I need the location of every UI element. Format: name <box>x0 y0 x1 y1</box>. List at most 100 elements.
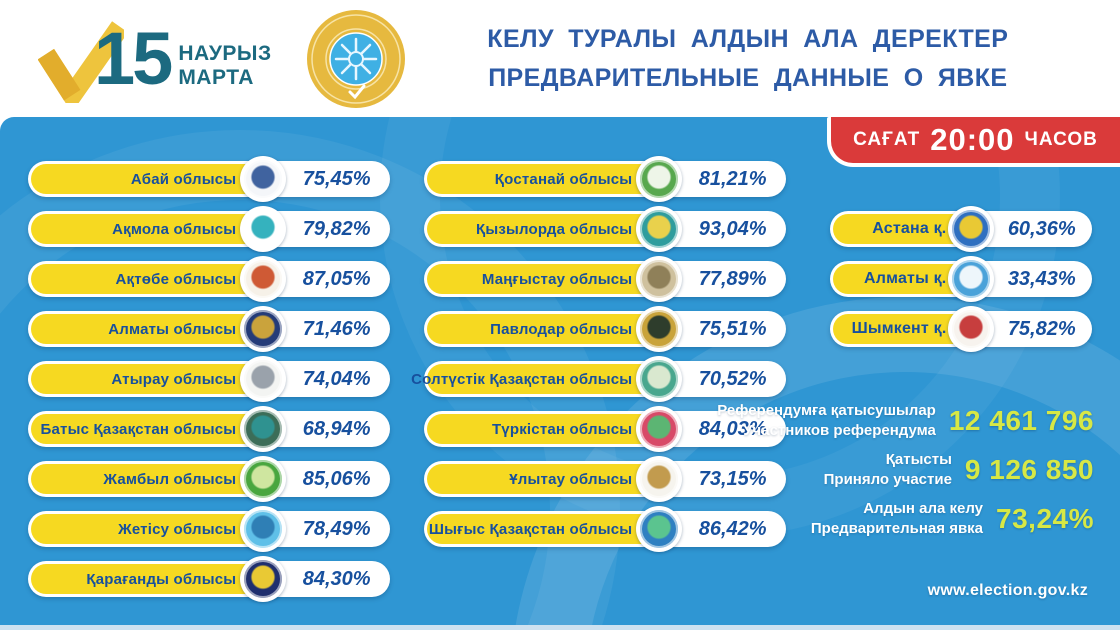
region-name-plate: Астана қ. <box>833 214 972 244</box>
column-cities: Астана қ. 60,36% Алматы қ. 33,43% Шымкент қ.… <box>830 206 1092 361</box>
turnout-panel: САҒАТ 20:00 ЧАСОВ Абай облысы 75,45% Ақмол… <box>0 117 1120 630</box>
stat-label-kk: Қатысты <box>885 451 952 468</box>
region-emblem-icon <box>240 206 287 252</box>
region-emblem-core <box>244 410 283 448</box>
region-name-label: Солтүстік Қазақстан облысы <box>411 370 633 388</box>
bottom-edge-strip <box>0 625 1120 630</box>
region-emblem-core <box>640 410 679 448</box>
stat-took-part-label: Қатысты Приняло участие <box>824 450 952 489</box>
region-name-label: Шығыс Қазақстан облысы <box>428 520 633 538</box>
stat-label-kk: Алдын ала келу <box>863 500 984 517</box>
turnout-percentage: 75,82% <box>1007 317 1076 340</box>
turnout-percentage: 78,49% <box>302 517 371 540</box>
stat-label-kk: Референдумға қатысушылар <box>717 402 936 419</box>
region-name-label: Қызылорда облысы <box>476 220 633 238</box>
region-emblem-core <box>640 260 679 298</box>
region-emblem-icon <box>240 306 287 352</box>
time-badge-time: 20:00 <box>930 122 1015 157</box>
region-name-plate: Шымкент қ. <box>833 314 972 344</box>
turnout-percentage: 87,05% <box>302 267 371 290</box>
region-emblem-icon <box>948 306 995 352</box>
column-regions-1: Абай облысы 75,45% Ақмола облысы 79,82% Ақтө… <box>28 156 390 611</box>
region-emblem-core <box>244 560 283 598</box>
region-emblem-icon <box>240 156 287 202</box>
turnout-percentage: 60,36% <box>1007 217 1076 240</box>
region-emblem-core <box>244 360 283 398</box>
region-name-label: Ұлытау облысы <box>509 470 633 488</box>
region-emblem-icon <box>240 556 287 602</box>
stat-preliminary-turnout-label: Алдын ала келу Предварительная явка <box>811 499 983 538</box>
turnout-row: Ұлытау облысы 73,15% <box>424 456 786 502</box>
region-name-label: Алматы облысы <box>108 320 237 338</box>
logo-month-text: НАУРЫЗ МАРТА <box>178 42 271 89</box>
logo-month-kk: НАУРЫЗ <box>178 41 272 65</box>
stat-took-part: Қатысты Приняло участие 9 126 850 <box>674 450 1094 489</box>
turnout-percentage: 81,21% <box>698 167 767 190</box>
turnout-row: Түркістан облысы 84,03% <box>424 406 786 452</box>
time-badge-prefix: САҒАТ <box>853 129 921 150</box>
turnout-percentage: 93,04% <box>698 217 767 240</box>
turnout-row: Атырау облысы 74,04% <box>28 356 390 402</box>
stat-took-part-value: 9 126 850 <box>964 453 1094 485</box>
region-emblem-core <box>244 310 283 348</box>
region-name-label: Атырау облысы <box>111 370 237 388</box>
region-name-plate: Батыс Қазақстан облысы <box>31 414 264 444</box>
turnout-row: Абай облысы 75,45% <box>28 156 390 202</box>
stat-participants: Референдумға қатысушылар Участников рефе… <box>674 401 1094 440</box>
stat-participants-value: 12 461 796 <box>948 404 1094 436</box>
region-name-plate: Абай облысы <box>31 164 264 194</box>
date-logo: 15 НАУРЫЗ МАРТА <box>38 15 272 103</box>
time-badge: САҒАТ 20:00 ЧАСОВ <box>827 117 1120 167</box>
region-name-plate: Түркістан облысы <box>427 414 660 444</box>
region-emblem-icon <box>240 256 287 302</box>
region-emblem-core <box>640 360 679 398</box>
header: 15 НАУРЫЗ МАРТА КЕЛУ ТУРАЛЫ АЛДЫН АЛА ДЕ… <box>0 0 1120 117</box>
turnout-percentage: 68,94% <box>302 417 371 440</box>
region-emblem-icon <box>240 356 287 402</box>
region-emblem-icon <box>636 206 683 252</box>
referendum-commission-emblem-icon <box>306 9 405 108</box>
region-name-label: Ақмола облысы <box>112 220 237 238</box>
turnout-percentage: 71,46% <box>302 317 371 340</box>
region-emblem-core <box>244 510 283 548</box>
region-emblem-core <box>640 460 679 498</box>
turnout-percentage: 75,51% <box>698 317 767 340</box>
region-name-label: Астана қ. <box>872 220 947 237</box>
logo-day-number: 15 <box>94 16 173 100</box>
turnout-percentage: 77,89% <box>698 267 767 290</box>
turnout-row: Жетісу облысы 78,49% <box>28 506 390 552</box>
page-title-line1-kk: КЕЛУ ТУРАЛЫ АЛДЫН АЛА ДЕРЕКТЕР <box>487 24 1009 53</box>
turnout-row: Маңғыстау облысы 77,89% <box>424 256 786 302</box>
region-emblem-core <box>640 310 679 348</box>
stat-label-ru: Приняло участие <box>823 470 952 488</box>
turnout-percentage: 79,82% <box>302 217 371 240</box>
region-emblem-icon <box>636 156 683 202</box>
region-name-plate: Ұлытау облысы <box>427 464 660 494</box>
region-emblem-core <box>952 310 991 348</box>
region-name-label: Ақтөбе облысы <box>115 270 237 288</box>
region-name-label: Павлодар облысы <box>490 320 633 338</box>
region-emblem-icon <box>636 506 683 552</box>
turnout-row: Солтүстік Қазақстан облысы 70,52% <box>411 356 786 402</box>
turnout-percentage: 75,45% <box>302 167 371 190</box>
region-emblem-core <box>952 210 991 248</box>
website-url: www.election.gov.kz <box>927 582 1088 599</box>
turnout-percentage: 85,06% <box>302 467 371 490</box>
turnout-row: Жамбыл облысы 85,06% <box>28 456 390 502</box>
time-badge-suffix: ЧАСОВ <box>1024 129 1098 150</box>
stat-participants-label: Референдумға қатысушылар Участников рефе… <box>717 401 936 440</box>
page-title: КЕЛУ ТУРАЛЫ АЛДЫН АЛА ДЕРЕКТЕР ПРЕДВАРИТ… <box>406 20 1120 98</box>
stat-label-ru: Предварительная явка <box>810 519 984 537</box>
region-name-plate: Ақмола облысы <box>31 214 264 244</box>
summary-stats: Референдумға қатысушылар Участников рефе… <box>674 401 1094 548</box>
turnout-row: Шығыс Қазақстан облысы 86,42% <box>424 506 786 552</box>
region-emblem-core <box>952 260 991 298</box>
region-name-label: Жетісу облысы <box>118 520 237 538</box>
region-name-label: Батыс Қазақстан облысы <box>40 420 237 438</box>
region-emblem-core <box>640 510 679 548</box>
region-name-plate: Жамбыл облысы <box>31 464 264 494</box>
region-emblem-icon <box>636 406 683 452</box>
turnout-percentage: 84,03% <box>698 417 767 440</box>
turnout-row: Ақтөбе облысы 87,05% <box>28 256 390 302</box>
